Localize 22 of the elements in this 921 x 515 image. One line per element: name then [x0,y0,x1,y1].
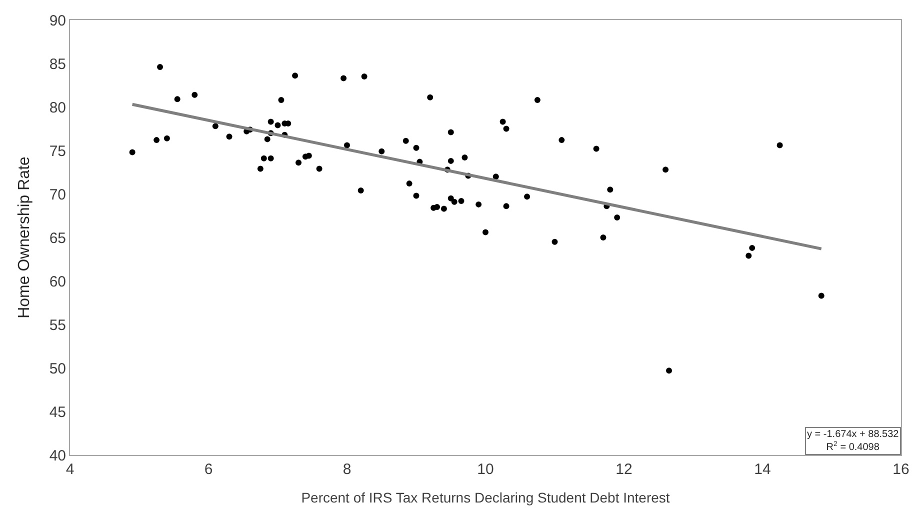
x-tick-label: 12 [616,461,632,478]
y-axis-title: Home Ownership Rate [16,156,34,318]
y-tick-label: 70 [49,186,66,204]
y-tick-label: 55 [49,316,66,334]
x-tick-label: 10 [477,461,494,478]
annotation: R$^{2}$ = 0.4098 [826,440,880,453]
x-tick-label: 14 [754,461,771,478]
annotation: y = -1.674x + 88.532 [807,429,900,440]
x-tick-label: 8 [342,461,352,478]
y-tick-label: 80 [49,99,66,116]
y-tick-label: 90 [49,12,66,30]
y-tick-label: 75 [49,142,66,160]
x-tick-label: 4 [66,461,74,478]
y-tick-label: 60 [49,273,66,290]
x-tick-label: 6 [204,461,213,478]
y-tick-label: 85 [49,56,66,73]
y-tick-label: 45 [49,404,66,421]
x-axis-title: Percent of IRS Tax Returns Declaring Student Debt Interest [301,489,670,506]
y-tick-label: 65 [49,230,66,247]
x-tick-label: 16 [892,461,910,478]
y-tick-label: 50 [49,360,66,378]
y-tick-label: 40 [49,447,66,464]
